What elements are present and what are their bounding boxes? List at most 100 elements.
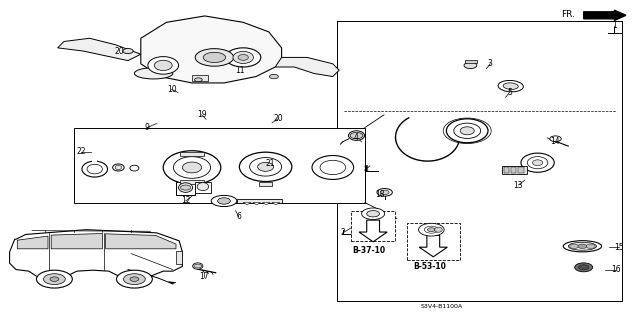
Ellipse shape xyxy=(349,131,365,140)
Ellipse shape xyxy=(148,56,179,74)
Text: 12: 12 xyxy=(181,197,190,205)
Ellipse shape xyxy=(498,80,524,92)
Circle shape xyxy=(550,136,561,142)
Polygon shape xyxy=(243,203,251,205)
Text: 22: 22 xyxy=(77,147,86,156)
Text: 1: 1 xyxy=(612,21,617,30)
Circle shape xyxy=(570,244,579,249)
Polygon shape xyxy=(237,199,282,203)
Text: 16: 16 xyxy=(611,265,621,274)
Ellipse shape xyxy=(87,164,102,174)
Text: 14: 14 xyxy=(550,137,560,146)
Bar xyxy=(502,166,527,174)
Ellipse shape xyxy=(250,158,282,176)
Text: B-53-10: B-53-10 xyxy=(413,262,447,271)
Text: 10: 10 xyxy=(166,85,177,94)
Ellipse shape xyxy=(195,49,234,66)
Ellipse shape xyxy=(233,51,253,63)
Circle shape xyxy=(350,132,363,139)
Ellipse shape xyxy=(238,55,248,60)
Ellipse shape xyxy=(130,165,139,171)
Ellipse shape xyxy=(527,157,548,169)
Ellipse shape xyxy=(320,160,346,175)
Ellipse shape xyxy=(154,60,172,70)
Circle shape xyxy=(428,228,435,232)
Ellipse shape xyxy=(447,119,488,143)
Circle shape xyxy=(377,189,392,196)
Bar xyxy=(407,223,460,260)
Bar xyxy=(465,60,477,63)
Bar xyxy=(92,160,97,163)
Bar xyxy=(192,75,208,81)
FancyArrow shape xyxy=(584,10,626,20)
Text: 8: 8 xyxy=(364,165,369,174)
Text: B-37-10: B-37-10 xyxy=(352,246,385,255)
Circle shape xyxy=(194,264,202,268)
Polygon shape xyxy=(359,220,387,242)
Text: 20: 20 xyxy=(115,47,125,56)
Ellipse shape xyxy=(226,48,261,67)
Circle shape xyxy=(578,244,587,249)
Circle shape xyxy=(419,223,444,236)
Polygon shape xyxy=(253,203,260,205)
Ellipse shape xyxy=(563,241,602,252)
Ellipse shape xyxy=(454,123,481,138)
Ellipse shape xyxy=(435,227,442,232)
Ellipse shape xyxy=(204,52,226,63)
Ellipse shape xyxy=(532,160,543,166)
Circle shape xyxy=(579,265,589,270)
Text: FR.: FR. xyxy=(561,10,575,19)
Ellipse shape xyxy=(568,242,596,250)
Polygon shape xyxy=(168,282,176,284)
Circle shape xyxy=(195,78,202,82)
Text: S3V4-B1100A: S3V4-B1100A xyxy=(420,304,463,309)
Ellipse shape xyxy=(460,127,474,135)
Polygon shape xyxy=(10,230,182,280)
Bar xyxy=(504,167,509,173)
Polygon shape xyxy=(51,234,102,249)
Bar xyxy=(74,128,365,203)
Circle shape xyxy=(380,190,389,195)
Polygon shape xyxy=(17,236,48,249)
Polygon shape xyxy=(141,16,282,83)
Text: 3: 3 xyxy=(488,59,493,68)
Text: 21: 21 xyxy=(266,159,275,168)
Ellipse shape xyxy=(503,83,518,89)
Bar xyxy=(180,152,204,156)
Bar xyxy=(176,251,182,264)
Circle shape xyxy=(124,274,145,285)
Bar xyxy=(180,180,204,184)
Text: 4: 4 xyxy=(354,133,359,142)
Text: 9: 9 xyxy=(145,123,150,132)
Circle shape xyxy=(50,277,59,281)
Ellipse shape xyxy=(193,263,203,269)
Circle shape xyxy=(123,48,133,54)
Circle shape xyxy=(367,211,380,217)
Circle shape xyxy=(44,274,65,285)
Ellipse shape xyxy=(134,68,173,79)
Polygon shape xyxy=(275,57,339,77)
Polygon shape xyxy=(106,234,176,249)
Ellipse shape xyxy=(82,161,108,177)
Text: 15: 15 xyxy=(614,243,624,252)
Ellipse shape xyxy=(182,162,202,173)
Ellipse shape xyxy=(521,153,554,172)
Ellipse shape xyxy=(312,155,354,179)
Bar xyxy=(351,211,395,241)
Text: 11: 11 xyxy=(236,66,244,75)
Circle shape xyxy=(575,263,593,272)
Polygon shape xyxy=(262,203,270,205)
Circle shape xyxy=(116,270,152,288)
Bar xyxy=(511,167,516,173)
Ellipse shape xyxy=(197,182,209,191)
Ellipse shape xyxy=(113,164,124,171)
Text: 18: 18 xyxy=(375,190,384,199)
Circle shape xyxy=(36,270,72,288)
Bar xyxy=(176,182,195,195)
Polygon shape xyxy=(58,38,141,61)
Polygon shape xyxy=(419,235,447,257)
Text: 6: 6 xyxy=(236,212,241,221)
Ellipse shape xyxy=(211,195,237,207)
Bar xyxy=(195,182,211,193)
Ellipse shape xyxy=(163,151,221,184)
